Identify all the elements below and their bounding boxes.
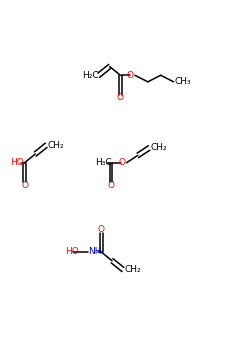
Text: NH: NH [88,247,102,257]
Text: O: O [21,181,28,190]
Text: H₂C: H₂C [82,71,99,80]
Text: CH₂: CH₂ [150,144,167,153]
Text: O: O [127,71,134,80]
Text: O: O [118,158,126,167]
Text: HO: HO [65,247,79,257]
Text: CH₂: CH₂ [48,141,64,150]
Text: CH₂: CH₂ [124,265,141,274]
Text: HO: HO [10,158,24,167]
Text: H₃C: H₃C [95,158,112,167]
Text: O: O [107,181,114,190]
Text: O: O [98,225,105,234]
Text: O: O [117,93,124,103]
Text: CH₃: CH₃ [175,77,192,86]
